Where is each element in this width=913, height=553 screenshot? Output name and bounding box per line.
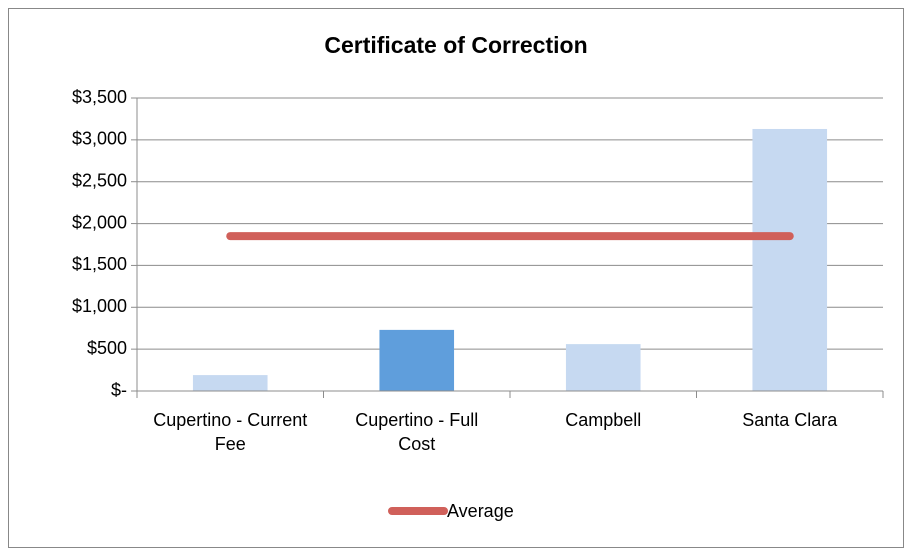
y-tick-label: $2,500: [72, 170, 127, 190]
y-tick-label: $3,500: [72, 87, 127, 107]
y-tick-label: $500: [87, 338, 127, 358]
y-tick-label: $1,500: [72, 254, 127, 274]
x-tick-label: Campbell: [565, 410, 642, 430]
x-tick-label: Santa Clara: [742, 410, 838, 430]
y-tick-label: $-: [111, 380, 127, 400]
y-tick-label: $3,000: [72, 129, 127, 149]
bar: [565, 344, 641, 391]
bar: [752, 128, 828, 391]
legend-label: Average: [447, 501, 514, 521]
bar: [192, 375, 268, 391]
x-tick-label: Cupertino - Current Fee: [153, 410, 308, 454]
x-tick-label: Cupertino - Full Cost: [355, 410, 479, 454]
y-tick-label: $2,000: [72, 212, 127, 232]
y-tick-label: $1,000: [72, 296, 127, 316]
bar: [379, 329, 455, 391]
chart-title: Certificate of Correction: [324, 32, 587, 58]
